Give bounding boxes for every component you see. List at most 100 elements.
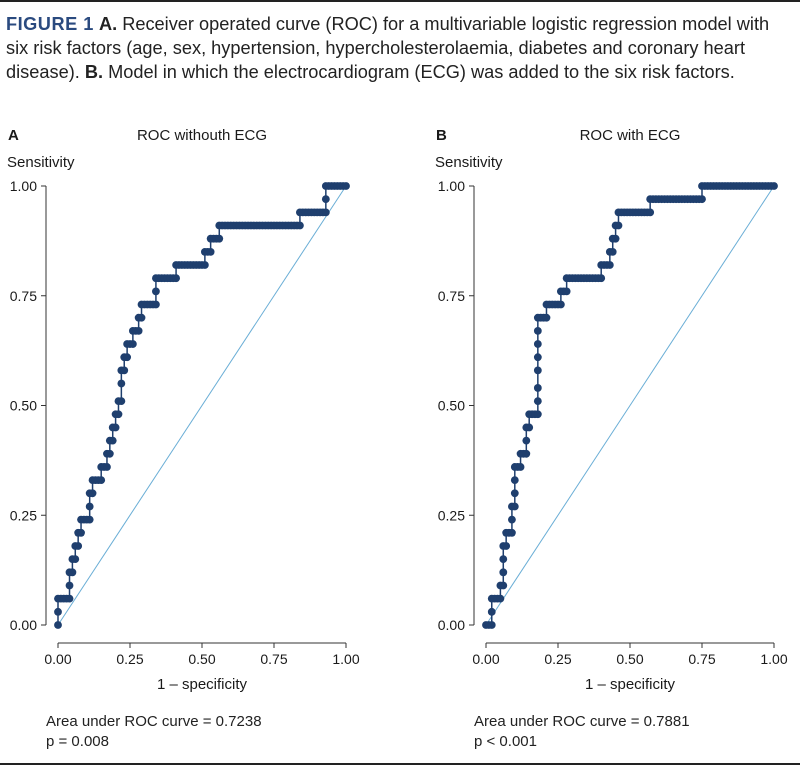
chart-b-roc-point bbox=[533, 326, 542, 335]
chart-b-roc-point bbox=[516, 463, 525, 471]
chart-a-roc-point bbox=[97, 476, 106, 485]
chart-b-y-tick-label: 0.25 bbox=[438, 507, 465, 523]
chart-a-roc-point bbox=[117, 379, 126, 388]
chart-b-y-axis-label: Sensitivity bbox=[435, 154, 503, 171]
chart-a-roc-point bbox=[123, 353, 132, 362]
chart-a-roc-point bbox=[342, 182, 350, 190]
chart-a-roc-point bbox=[103, 463, 111, 471]
chart-b-roc-point bbox=[502, 542, 511, 550]
chart-a-x-tick-label: 0.75 bbox=[260, 651, 287, 667]
chart-a-x-tick-label: 0.25 bbox=[116, 651, 143, 667]
chart-a-roc-point bbox=[321, 195, 330, 204]
chart-b-roc-point bbox=[611, 234, 620, 243]
chart-b-roc-point bbox=[487, 607, 496, 616]
chart-b-x-tick-label: 0.00 bbox=[472, 651, 499, 667]
roc-chart-b: B ROC with ECG Sensitivity 0.00 0.25 0.50 0.75… bbox=[435, 127, 788, 693]
chart-b-roc-point bbox=[525, 423, 534, 432]
chart-b-roc-point bbox=[533, 366, 542, 375]
chart-a-panel-label: A bbox=[8, 127, 19, 144]
caption-part-a-label: A. bbox=[98, 14, 118, 34]
chart-a-roc-point bbox=[85, 502, 94, 511]
caption-part-b-text: Model in which the electrocardiogram (EC… bbox=[103, 62, 735, 82]
chart-b-roc-point bbox=[533, 410, 542, 419]
chart-b-roc-point bbox=[510, 502, 519, 511]
chart-b-roc-point bbox=[510, 489, 519, 498]
chart-b-roc-point bbox=[533, 397, 542, 406]
chart-a-auc: Area under ROC curve = 0.7238 bbox=[46, 713, 262, 730]
chart-b-notes: Area under ROC curve = 0.7881 p < 0.001 bbox=[474, 712, 690, 752]
chart-b-roc-point bbox=[533, 384, 542, 392]
chart-a-y-tick-label: 1.00 bbox=[10, 178, 37, 194]
chart-b-reference-line bbox=[485, 185, 775, 626]
chart-b-x-tick-label: 0.50 bbox=[616, 651, 643, 667]
chart-b-title: ROC with ECG bbox=[580, 127, 681, 144]
chart-b-roc-point bbox=[770, 182, 778, 190]
chart-b-roc-point bbox=[522, 449, 531, 458]
chart-b-x-tick-label: 1.00 bbox=[760, 651, 787, 667]
roc-chart-a: A ROC withouth ECG Sensitivity 0.00 0.25 0.50… bbox=[7, 127, 360, 693]
chart-a-roc-point bbox=[215, 234, 224, 243]
chart-b-roc-point bbox=[533, 340, 542, 348]
chart-a-roc-point bbox=[65, 581, 74, 590]
chart-a-roc-point bbox=[54, 621, 62, 629]
chart-b-x-tick-label: 0.25 bbox=[544, 651, 571, 667]
figure-label: FIGURE 1 bbox=[6, 14, 94, 34]
chart-a-y-axis-label: Sensitivity bbox=[7, 154, 75, 171]
chart-b-roc-point bbox=[605, 261, 614, 269]
chart-b-panel-label: B bbox=[436, 127, 447, 144]
chart-a-y-tick-label: 0.25 bbox=[10, 507, 37, 523]
chart-b-roc-point bbox=[542, 313, 551, 322]
chart-b-roc-point bbox=[533, 353, 542, 362]
chart-a-roc-point bbox=[88, 489, 97, 498]
chart-a-y-tick-label: 0.00 bbox=[10, 617, 37, 633]
top-rule bbox=[0, 0, 800, 2]
chart-b-roc-point bbox=[508, 515, 516, 524]
chart-a-roc-point bbox=[108, 436, 117, 445]
chart-a-roc-point bbox=[137, 313, 146, 322]
chart-b-roc-point bbox=[646, 208, 655, 217]
chart-a-x-tick-label: 0.50 bbox=[188, 651, 215, 667]
chart-b-roc-point bbox=[608, 247, 617, 256]
chart-b-roc-point bbox=[499, 581, 508, 590]
chart-a-y-tick-label: 0.75 bbox=[10, 288, 37, 304]
chart-a-roc-point bbox=[128, 340, 137, 348]
chart-a-roc-point bbox=[54, 607, 62, 616]
chart-a-x-axis-label: 1 – specificity bbox=[157, 676, 248, 693]
chart-b-roc-point bbox=[496, 594, 505, 603]
chart-b-roc-point bbox=[562, 287, 571, 296]
chart-a-roc-point bbox=[105, 449, 114, 458]
chart-a-roc-point bbox=[114, 410, 123, 419]
chart-a-x-tick-label: 0.00 bbox=[44, 651, 71, 667]
chart-b-roc-point bbox=[597, 274, 606, 283]
chart-a-pvalue: p = 0.008 bbox=[46, 733, 109, 750]
chart-a-roc-point bbox=[111, 423, 120, 432]
chart-a-roc-point bbox=[200, 261, 209, 269]
chart-a-roc-point bbox=[71, 555, 80, 564]
chart-b-x-axis-label: 1 – specificity bbox=[585, 676, 676, 693]
chart-a-roc-point bbox=[134, 326, 143, 335]
chart-b-roc-point bbox=[698, 195, 706, 204]
chart-b-roc-point bbox=[556, 300, 565, 309]
chart-b-roc-point bbox=[510, 476, 519, 485]
chart-a-title: ROC withouth ECG bbox=[137, 127, 267, 144]
chart-b-y-tick-label: 1.00 bbox=[438, 178, 465, 194]
caption-part-a-text: Receiver operated curve (ROC) for a mult… bbox=[6, 14, 770, 82]
chart-a-roc-point bbox=[321, 208, 330, 217]
chart-a-roc-point bbox=[74, 542, 83, 550]
chart-a-roc-point bbox=[85, 515, 94, 524]
chart-a-roc-point bbox=[68, 568, 77, 577]
chart-a-roc-point bbox=[120, 366, 129, 375]
chart-b-y-tick-label: 0.75 bbox=[438, 288, 465, 304]
chart-b-roc-point bbox=[487, 621, 496, 629]
chart-b-pvalue: p < 0.001 bbox=[474, 733, 537, 750]
chart-a-roc-point bbox=[65, 594, 74, 603]
chart-a-roc-point bbox=[296, 221, 304, 230]
chart-b-y-tick-label: 0.00 bbox=[438, 617, 465, 633]
chart-a-roc-point bbox=[206, 247, 215, 256]
chart-b-y-tick-label: 0.50 bbox=[438, 398, 465, 414]
chart-a-roc-point bbox=[117, 397, 126, 406]
bottom-rule bbox=[0, 763, 800, 765]
chart-b-x-tick-label: 0.75 bbox=[688, 651, 715, 667]
chart-a-roc-point bbox=[172, 274, 180, 283]
caption-part-b-label: B. bbox=[84, 62, 104, 82]
